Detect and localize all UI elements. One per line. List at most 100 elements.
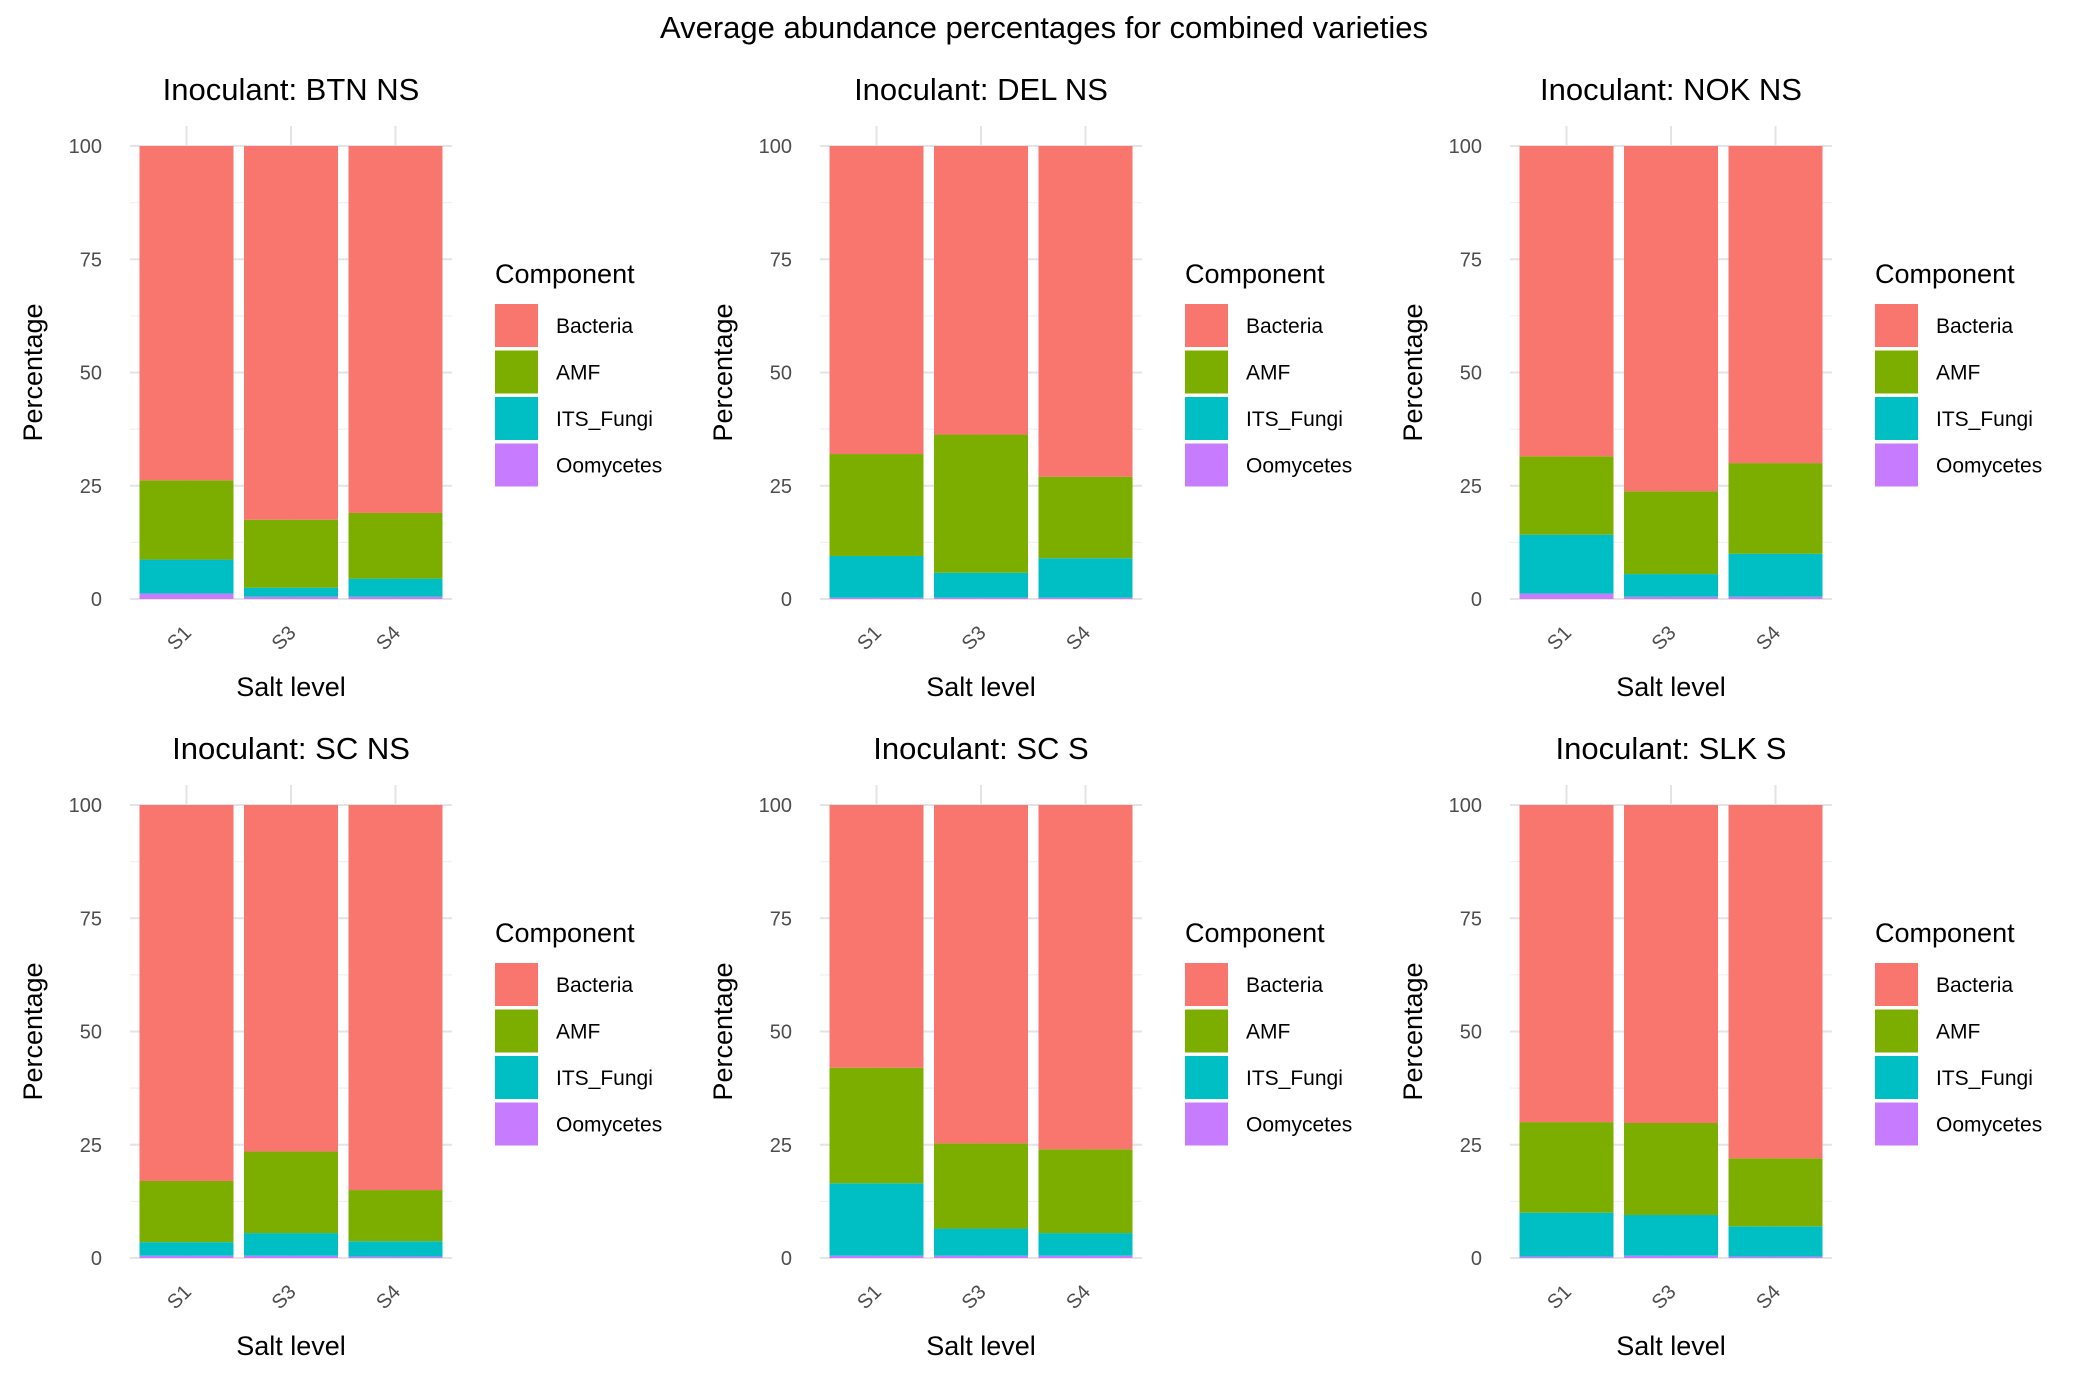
bar-segment-amf — [139, 1180, 234, 1243]
y-axis-label: Percentage — [18, 962, 48, 1100]
bar-segment-oomycetes — [139, 1255, 234, 1258]
panel-title: Inoculant: SC NS — [172, 731, 410, 766]
legend-title: Component — [1875, 918, 2015, 948]
bar-segment-amf — [1519, 1122, 1614, 1213]
y-tick-label: 0 — [781, 589, 792, 611]
y-tick-label: 50 — [1460, 1022, 1482, 1044]
legend-label: AMF — [1936, 362, 1980, 385]
legend-key-oomycetes — [1185, 443, 1228, 487]
chart-panel: 0 25 50 75 100 S1 S3 S4 Inoculant: NOK NS Salt le… — [1398, 72, 2042, 702]
bar-segment-its-fungi — [348, 1241, 443, 1257]
legend-key-oomycetes — [1875, 1102, 1918, 1146]
legend-label: ITS_Fungi — [1246, 1067, 1343, 1090]
bar-segment-its-fungi — [139, 1242, 234, 1256]
x-tick-label: S3 — [1648, 622, 1681, 655]
legend-label: AMF — [556, 1021, 600, 1044]
bar-segment-its-fungi — [244, 587, 338, 597]
bar-segment-oomycetes — [1624, 596, 1718, 599]
legend-label: ITS_Fungi — [556, 408, 653, 431]
x-tick-label: S4 — [1752, 1281, 1785, 1314]
bar-segment-amf — [348, 512, 443, 579]
chart-panel: 0 25 50 75 100 S1 S3 S4 Inoculant: SC S Salt leve… — [708, 731, 1352, 1361]
legend-key-amf — [1875, 350, 1918, 394]
bar-segment-amf — [1519, 456, 1614, 535]
bar-segment-its-fungi — [1519, 1212, 1614, 1257]
legend-key-amf — [1185, 1009, 1228, 1053]
legend-label: ITS_Fungi — [1936, 1067, 2033, 1090]
bar-segment-amf — [348, 1190, 443, 1242]
x-tick-label: S4 — [1062, 1281, 1095, 1314]
bar-segment-amf — [1038, 1149, 1133, 1234]
legend-title: Component — [495, 918, 635, 948]
bar-segment-amf — [1728, 463, 1823, 554]
bar-segment-oomycetes — [348, 596, 443, 599]
panel-title: Inoculant: SC S — [873, 731, 1088, 766]
bar-segment-bacteria — [348, 805, 443, 1191]
x-tick-label: S1 — [1543, 622, 1576, 655]
bar-segment-amf — [244, 1151, 338, 1234]
legend-key-its-fungi — [495, 397, 538, 440]
legend-title: Component — [1185, 259, 1325, 289]
legend-label: Bacteria — [1936, 315, 2013, 338]
x-axis-label: Salt level — [236, 1331, 346, 1361]
legend-label: ITS_Fungi — [556, 1067, 653, 1090]
y-axis-label: Percentage — [708, 303, 738, 441]
x-tick-label: S4 — [1062, 622, 1095, 655]
legend-key-bacteria — [1875, 304, 1918, 347]
bar-segment-bacteria — [1728, 805, 1823, 1159]
y-tick-label: 50 — [1460, 363, 1482, 385]
panel-title: Inoculant: BTN NS — [163, 72, 420, 107]
legend-label: Oomycetes — [1936, 1114, 2042, 1137]
bar-segment-amf — [1728, 1158, 1823, 1227]
x-tick-label: S3 — [1648, 1281, 1681, 1314]
bar-segment-bacteria — [348, 146, 443, 513]
bar-segment-bacteria — [829, 805, 924, 1068]
bar-segment-bacteria — [139, 146, 234, 481]
legend-label: Bacteria — [1246, 974, 1323, 997]
bar-segment-its-fungi — [934, 572, 1028, 598]
bar-segment-its-fungi — [1728, 1226, 1823, 1257]
legend-key-its-fungi — [1875, 397, 1918, 440]
panel-title: Inoculant: NOK NS — [1540, 72, 1802, 107]
x-tick-label: S3 — [268, 1281, 301, 1314]
y-tick-label: 75 — [80, 249, 102, 271]
legend-key-bacteria — [495, 304, 538, 347]
x-tick-label: S4 — [372, 622, 405, 655]
y-tick-label: 75 — [770, 249, 792, 271]
bar-segment-oomycetes — [1624, 1255, 1718, 1258]
chart-panel: 0 25 50 75 100 S1 S3 S4 Inoculant: SLK S Salt lev… — [1398, 731, 2042, 1361]
bar-segment-its-fungi — [934, 1228, 1028, 1256]
y-tick-label: 50 — [770, 363, 792, 385]
y-tick-label: 50 — [770, 1022, 792, 1044]
bar-segment-amf — [934, 1143, 1028, 1229]
y-tick-label: 25 — [1460, 476, 1482, 498]
bar-segment-oomycetes — [348, 1256, 443, 1258]
bar-segment-oomycetes — [829, 1255, 924, 1258]
bar-segment-bacteria — [1038, 805, 1133, 1150]
bar-segment-bacteria — [139, 805, 234, 1181]
legend-title: Component — [1185, 918, 1325, 948]
figure-title: Average abundance percentages for combin… — [660, 10, 1428, 45]
x-tick-label: S1 — [163, 622, 196, 655]
y-tick-label: 75 — [770, 908, 792, 930]
y-axis-label: Percentage — [18, 303, 48, 441]
bar-segment-its-fungi — [1038, 1233, 1133, 1256]
y-tick-label: 75 — [80, 908, 102, 930]
bar-segment-oomycetes — [244, 1255, 338, 1258]
bar-segment-amf — [829, 1067, 924, 1184]
legend-key-amf — [495, 350, 538, 394]
bar-segment-its-fungi — [1728, 553, 1823, 597]
legend-key-its-fungi — [495, 1056, 538, 1099]
legend-title: Component — [1875, 259, 2015, 289]
y-tick-label: 100 — [69, 795, 102, 817]
legend-label: Bacteria — [1246, 315, 1323, 338]
chart-panel: 0 25 50 75 100 S1 S3 S4 Inoculant: DEL NS Salt le… — [708, 72, 1352, 702]
bar-segment-bacteria — [1624, 146, 1718, 492]
x-tick-label: S1 — [1543, 1281, 1576, 1314]
bar-segment-bacteria — [1519, 805, 1614, 1123]
legend-key-oomycetes — [495, 1102, 538, 1146]
y-tick-label: 100 — [759, 136, 792, 158]
y-tick-label: 0 — [91, 589, 102, 611]
y-tick-label: 50 — [80, 363, 102, 385]
